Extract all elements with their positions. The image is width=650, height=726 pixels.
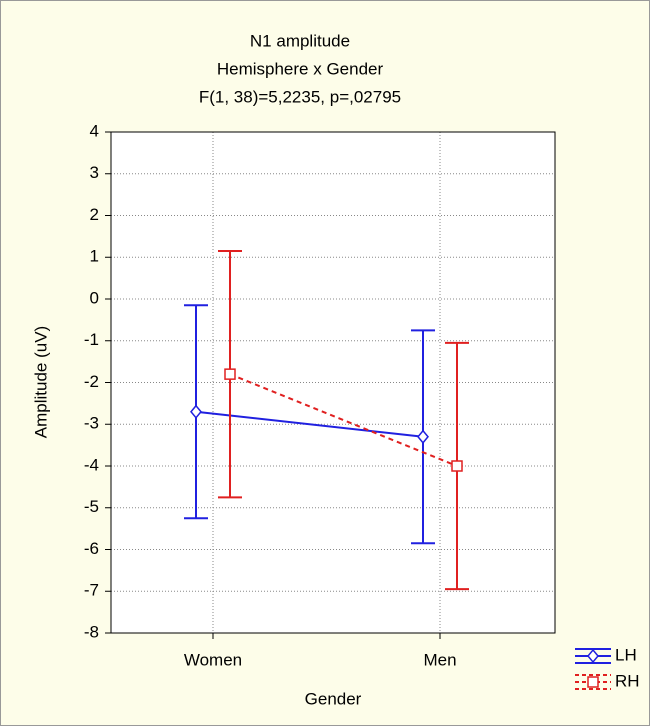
plot-frame xyxy=(110,131,556,634)
y-tick-label: 4 xyxy=(90,121,99,140)
legend-label: RH xyxy=(615,671,640,690)
chart-subtitle: F(1, 38)=5,2235, p=,02795 xyxy=(199,87,401,106)
legend-item: RH xyxy=(575,671,640,690)
y-tick-label: -5 xyxy=(84,497,99,516)
y-tick-label: -4 xyxy=(84,455,99,474)
y-tick-label: -1 xyxy=(84,330,99,349)
y-tick-label: 1 xyxy=(90,247,99,266)
series-line xyxy=(195,410,424,438)
x-tick-label: Women xyxy=(184,650,242,669)
chart-subtitle: Hemisphere x Gender xyxy=(217,59,384,78)
y-tick-label: -8 xyxy=(84,622,99,641)
marker xyxy=(587,648,599,664)
y-axis-label: Amplitude (uV) xyxy=(31,326,50,438)
x-tick-label: Men xyxy=(423,650,456,669)
y-tick-label: 2 xyxy=(90,205,99,224)
y-tick-label: -2 xyxy=(84,372,99,391)
series-line xyxy=(229,373,458,467)
y-tick-label: -6 xyxy=(84,539,99,558)
x-axis-label: Gender xyxy=(305,689,362,708)
marker xyxy=(451,460,463,472)
y-tick-label: 0 xyxy=(90,288,99,307)
y-tick-label: -7 xyxy=(84,581,99,600)
marker xyxy=(224,368,236,380)
marker xyxy=(190,404,202,419)
chart-title: N1 amplitude xyxy=(250,31,350,50)
marker xyxy=(587,676,599,688)
y-tick-label: -3 xyxy=(84,414,99,433)
y-tick-label: 3 xyxy=(90,163,99,182)
marker xyxy=(417,429,429,444)
legend-item: LH xyxy=(575,645,637,664)
legend-label: LH xyxy=(615,645,637,664)
